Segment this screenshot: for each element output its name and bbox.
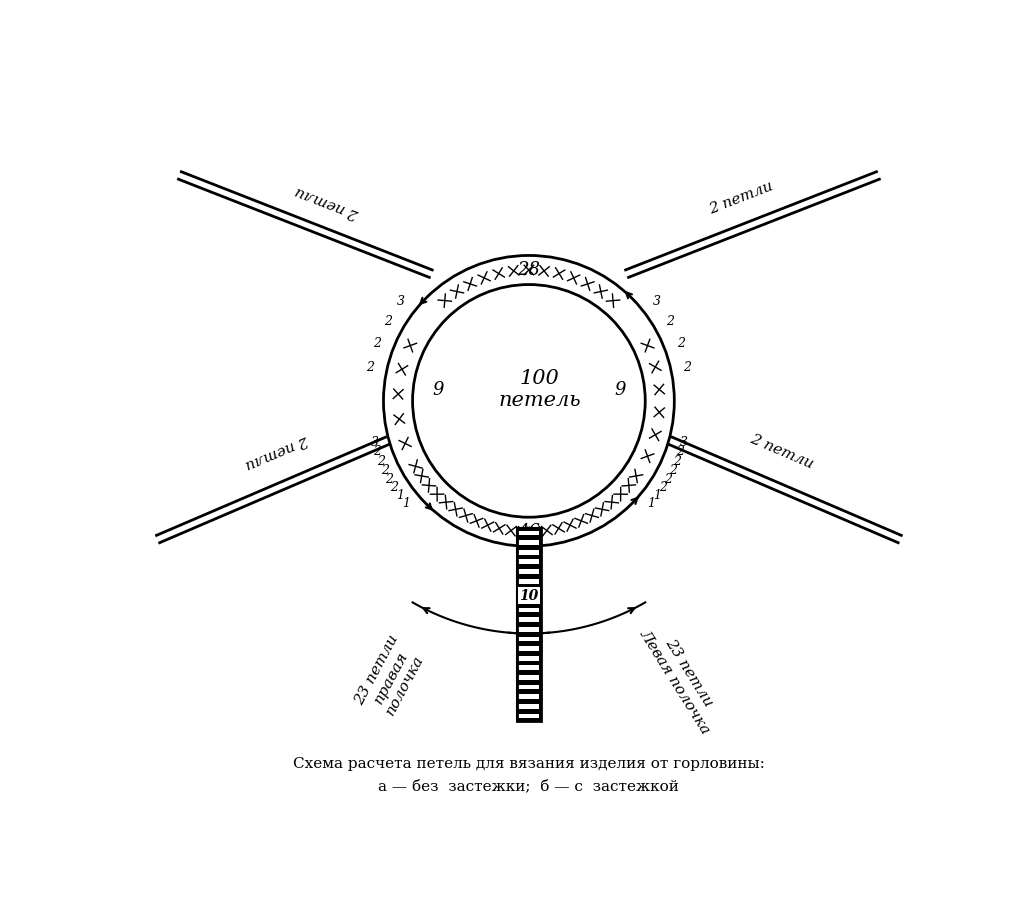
Text: а — без  застежки;  б — с  застежкой: а — без застежки; б — с застежкой xyxy=(379,779,679,794)
Text: 28: 28 xyxy=(517,261,541,279)
Bar xyxy=(518,598,540,603)
Text: 2: 2 xyxy=(377,454,385,467)
Bar xyxy=(518,704,540,709)
Bar xyxy=(518,675,540,680)
Bar xyxy=(517,528,541,721)
Bar xyxy=(518,559,540,564)
Text: 3: 3 xyxy=(370,435,379,449)
Text: 2: 2 xyxy=(385,473,393,485)
Text: Схема расчета петель для вязания изделия от горловины:: Схема расчета петель для вязания изделия… xyxy=(293,757,765,772)
Text: 1: 1 xyxy=(402,497,411,510)
Bar xyxy=(518,540,540,545)
Text: 2 петли: 2 петли xyxy=(748,433,815,472)
Bar xyxy=(518,579,540,584)
Text: 2: 2 xyxy=(374,445,381,458)
Text: 2: 2 xyxy=(381,464,389,477)
Text: 2: 2 xyxy=(390,481,398,494)
Bar xyxy=(518,531,540,535)
Text: 1: 1 xyxy=(396,489,405,503)
Text: 2: 2 xyxy=(667,315,674,328)
Text: 23 петли
правая
полочка: 23 петли правая полочка xyxy=(352,632,429,723)
Bar xyxy=(518,684,540,690)
Text: 2: 2 xyxy=(677,337,684,350)
Bar xyxy=(518,694,540,699)
Text: 3: 3 xyxy=(652,295,660,307)
Bar xyxy=(518,550,540,554)
Bar xyxy=(518,655,540,661)
Text: 1: 1 xyxy=(647,497,655,510)
Text: 2: 2 xyxy=(374,337,381,350)
Text: 10: 10 xyxy=(519,588,539,603)
Bar xyxy=(518,617,540,622)
Text: 2: 2 xyxy=(665,473,673,485)
Bar xyxy=(518,665,540,670)
Text: 2 петли: 2 петли xyxy=(293,184,361,221)
Text: 2: 2 xyxy=(669,464,677,477)
Bar xyxy=(518,569,540,574)
Text: 2 петли: 2 петли xyxy=(243,433,310,472)
Bar xyxy=(517,528,541,721)
Text: 3: 3 xyxy=(397,295,406,307)
Text: 3: 3 xyxy=(679,435,687,449)
Text: 46: 46 xyxy=(517,523,541,541)
Text: 2: 2 xyxy=(366,361,375,374)
Text: 2: 2 xyxy=(683,361,691,374)
Text: 2 петли: 2 петли xyxy=(708,180,776,217)
Text: 23 петли
Левая полочка: 23 петли Левая полочка xyxy=(637,618,727,736)
Text: 9: 9 xyxy=(614,381,625,399)
Text: 1: 1 xyxy=(653,489,662,503)
Text: 9: 9 xyxy=(432,381,444,399)
Bar xyxy=(518,636,540,642)
Bar xyxy=(518,588,540,594)
Text: 2: 2 xyxy=(677,445,684,458)
Bar xyxy=(518,714,540,718)
Text: 2: 2 xyxy=(673,454,681,467)
Text: 100
петель: 100 петель xyxy=(498,369,581,411)
Text: 2: 2 xyxy=(659,481,668,494)
Bar xyxy=(518,646,540,651)
Bar xyxy=(518,607,540,613)
Text: 2: 2 xyxy=(384,315,391,328)
Bar xyxy=(518,627,540,632)
